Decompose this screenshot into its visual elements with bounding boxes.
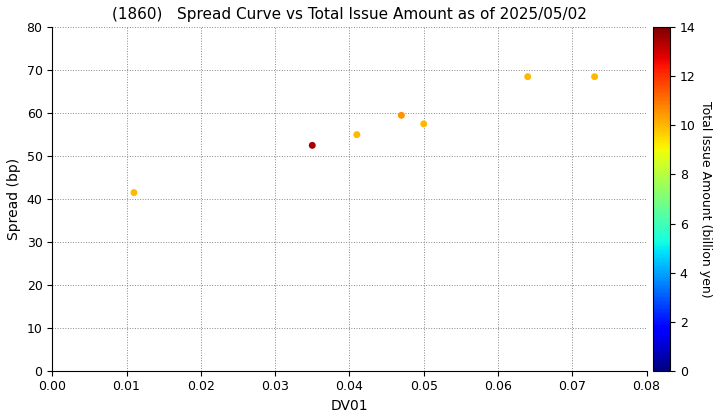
Point [351,131,363,138]
Y-axis label: Total Issue Amount (billion yen): Total Issue Amount (billion yen) [699,101,712,297]
Point [307,142,318,149]
Point [522,74,534,80]
X-axis label: DV01: DV01 [330,399,368,413]
Point [128,189,140,196]
Point [418,121,429,127]
Y-axis label: Spread (bp): Spread (bp) [7,158,21,240]
Point [589,74,600,80]
Title: (1860)   Spread Curve vs Total Issue Amount as of 2025/05/02: (1860) Spread Curve vs Total Issue Amoun… [112,7,587,22]
Point [396,112,408,119]
